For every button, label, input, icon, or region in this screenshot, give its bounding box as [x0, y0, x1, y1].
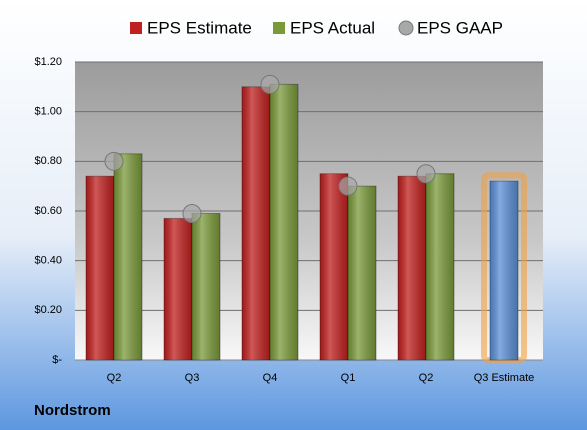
x-tick-label: Q2	[419, 372, 434, 384]
x-tick-label: Q1	[341, 372, 356, 384]
x-tick-label: Q3 Estimate	[474, 372, 535, 384]
x-tick-label: Q3	[185, 372, 200, 384]
bar-shine	[398, 176, 426, 360]
bar-shine	[242, 86, 270, 360]
x-tick-label: Q4	[263, 372, 278, 384]
y-tick-label: $0.60	[34, 205, 62, 217]
y-tick-label: $1.20	[34, 56, 62, 68]
bar-shine	[114, 153, 142, 360]
bar-shine	[426, 173, 454, 360]
legend-marker	[273, 22, 285, 34]
legend-marker	[398, 20, 414, 36]
y-tick-label: $0.40	[34, 255, 62, 267]
legend-label: EPS GAAP	[417, 18, 503, 37]
company-name: Nordstrom	[34, 402, 111, 419]
gaap-marker	[416, 164, 436, 184]
legend-label: EPS Estimate	[147, 18, 252, 37]
y-tick-label: $0.80	[34, 155, 62, 167]
bar-shine	[164, 218, 192, 360]
legend-label: EPS Actual	[290, 18, 375, 37]
gaap-marker	[104, 151, 124, 171]
bar-shine	[490, 181, 518, 360]
legend-marker	[130, 22, 142, 34]
bar-shine	[320, 173, 348, 360]
bar-shine	[86, 176, 114, 360]
y-tick-label: $0.20	[34, 304, 62, 316]
bar-shine	[270, 84, 298, 360]
gaap-marker	[338, 176, 358, 196]
gaap-marker	[182, 203, 202, 223]
bar-shine	[348, 186, 376, 360]
gaap-marker	[260, 74, 280, 94]
x-tick-label: Q2	[107, 372, 122, 384]
bar-shine	[192, 213, 220, 360]
y-tick-label: $-	[52, 354, 62, 366]
y-tick-label: $1.00	[34, 106, 62, 118]
